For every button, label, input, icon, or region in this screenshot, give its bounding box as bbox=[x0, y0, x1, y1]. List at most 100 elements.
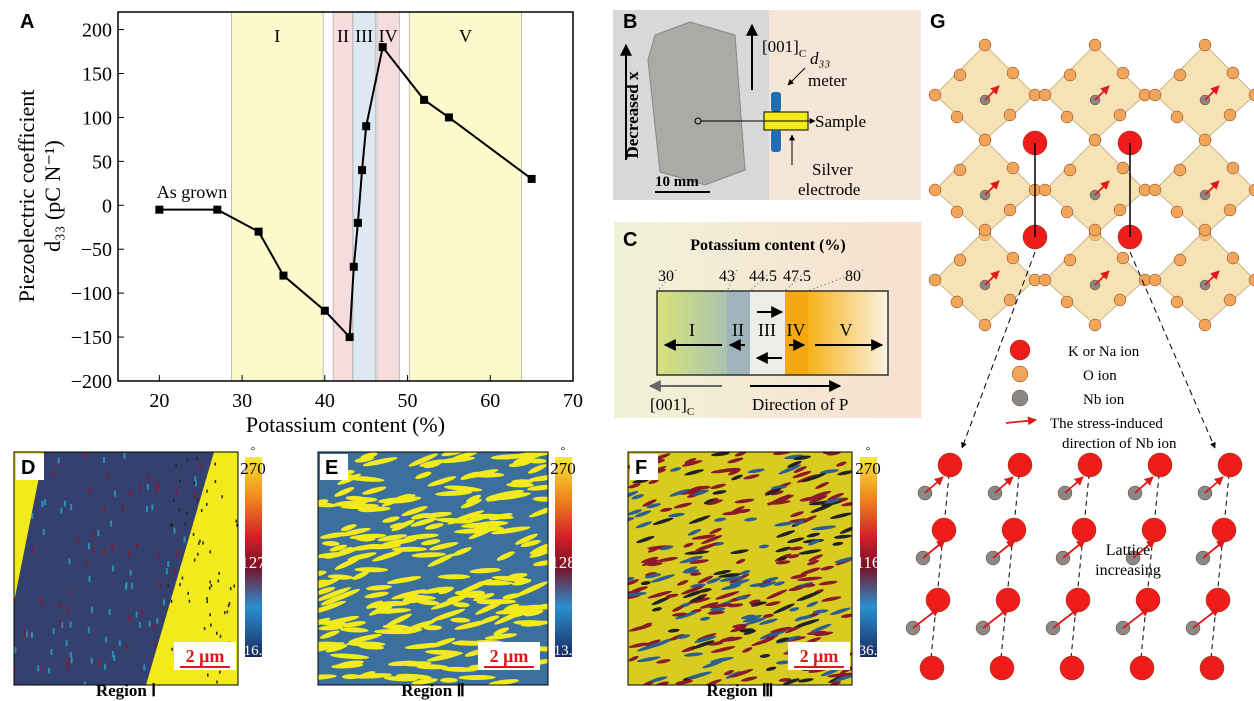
texture bbox=[196, 499, 198, 502]
ion bbox=[1039, 274, 1051, 286]
y-tick-label: −100 bbox=[71, 283, 112, 305]
octahedron bbox=[1155, 140, 1254, 235]
texture bbox=[201, 509, 203, 512]
x-tick-label: 20 bbox=[149, 390, 169, 412]
texture bbox=[130, 570, 132, 576]
octahedron bbox=[935, 45, 1035, 140]
texture bbox=[218, 572, 220, 575]
texture bbox=[219, 671, 221, 674]
ion bbox=[1004, 204, 1016, 216]
texture bbox=[209, 613, 211, 616]
ion bbox=[1004, 294, 1016, 306]
texture bbox=[204, 627, 206, 630]
texture bbox=[91, 658, 93, 664]
lattice-line bbox=[1070, 465, 1090, 668]
ion bbox=[1199, 39, 1211, 51]
ion bbox=[951, 111, 963, 123]
ion bbox=[979, 39, 991, 51]
texture bbox=[175, 488, 177, 494]
ion bbox=[1060, 656, 1084, 680]
texture bbox=[44, 499, 46, 505]
texture bbox=[174, 568, 176, 574]
texture bbox=[187, 459, 189, 462]
ion bbox=[1171, 296, 1183, 308]
texture bbox=[179, 583, 181, 586]
arrow bbox=[1205, 477, 1223, 493]
texture bbox=[66, 640, 68, 646]
texture bbox=[67, 606, 69, 612]
panel-label: E bbox=[325, 457, 338, 479]
ion bbox=[1218, 453, 1242, 477]
direction-sub: C bbox=[687, 406, 694, 418]
texture bbox=[52, 470, 54, 476]
ion bbox=[1149, 274, 1161, 286]
y-axis-label: Piezoelectric coefficient bbox=[14, 90, 39, 303]
data-point bbox=[528, 175, 536, 183]
texture bbox=[136, 611, 138, 617]
texture bbox=[114, 491, 116, 497]
electrode bbox=[771, 92, 781, 112]
texture bbox=[149, 621, 151, 627]
texture bbox=[214, 463, 216, 466]
texture bbox=[61, 622, 63, 628]
x-tick-label: 40 bbox=[315, 390, 335, 412]
legend-label: The stress-induced bbox=[1050, 416, 1163, 432]
electrode-label: Silver bbox=[812, 160, 853, 179]
ion bbox=[1089, 134, 1101, 146]
texture bbox=[224, 611, 226, 614]
region-label: I bbox=[274, 26, 280, 46]
data-point bbox=[350, 263, 358, 271]
texture bbox=[158, 552, 160, 558]
ion bbox=[1174, 69, 1186, 81]
texture bbox=[104, 664, 106, 670]
texture bbox=[166, 568, 168, 574]
annotation: As grown bbox=[157, 182, 228, 202]
texture bbox=[153, 623, 155, 629]
ion bbox=[1061, 206, 1073, 218]
ion bbox=[1224, 204, 1236, 216]
texture bbox=[14, 647, 16, 653]
ion bbox=[1117, 162, 1129, 174]
region-label: II bbox=[337, 26, 349, 46]
ion bbox=[1149, 184, 1161, 196]
title: Potassium content (%) bbox=[690, 237, 846, 254]
region-label: V bbox=[459, 26, 472, 46]
direction-text: [001] bbox=[650, 395, 687, 414]
texture bbox=[124, 453, 126, 459]
colorbar-unit: ° bbox=[866, 445, 870, 457]
texture bbox=[103, 507, 105, 513]
texture bbox=[43, 529, 45, 535]
ion bbox=[1114, 294, 1126, 306]
y-tick-label: 50 bbox=[92, 151, 112, 173]
texture bbox=[68, 558, 70, 564]
ion bbox=[932, 518, 956, 542]
texture bbox=[179, 480, 181, 483]
panel-label: A bbox=[20, 11, 34, 33]
ion bbox=[990, 656, 1014, 680]
texture bbox=[167, 561, 169, 567]
texture bbox=[141, 610, 143, 616]
texture bbox=[172, 524, 174, 527]
y-tick-label: −50 bbox=[81, 239, 112, 261]
ion bbox=[1078, 453, 1102, 477]
scale-label: 2 μm bbox=[186, 646, 225, 666]
texture bbox=[167, 584, 169, 587]
ion bbox=[1117, 67, 1129, 79]
texture bbox=[216, 681, 218, 684]
ion bbox=[1061, 111, 1073, 123]
ion bbox=[979, 224, 991, 236]
texture bbox=[220, 635, 222, 638]
scale-label: 10 mm bbox=[655, 174, 699, 190]
data-point bbox=[445, 113, 453, 121]
texture bbox=[70, 652, 72, 658]
colorbar-unit: ° bbox=[251, 445, 255, 457]
texture bbox=[17, 683, 19, 689]
crystal bbox=[648, 22, 745, 185]
texture bbox=[175, 464, 177, 467]
texture bbox=[206, 503, 208, 506]
panel-label: B bbox=[623, 11, 637, 33]
ion bbox=[1012, 390, 1028, 406]
sample-label: Sample bbox=[815, 112, 866, 131]
domain bbox=[352, 497, 377, 502]
texture bbox=[70, 504, 72, 510]
